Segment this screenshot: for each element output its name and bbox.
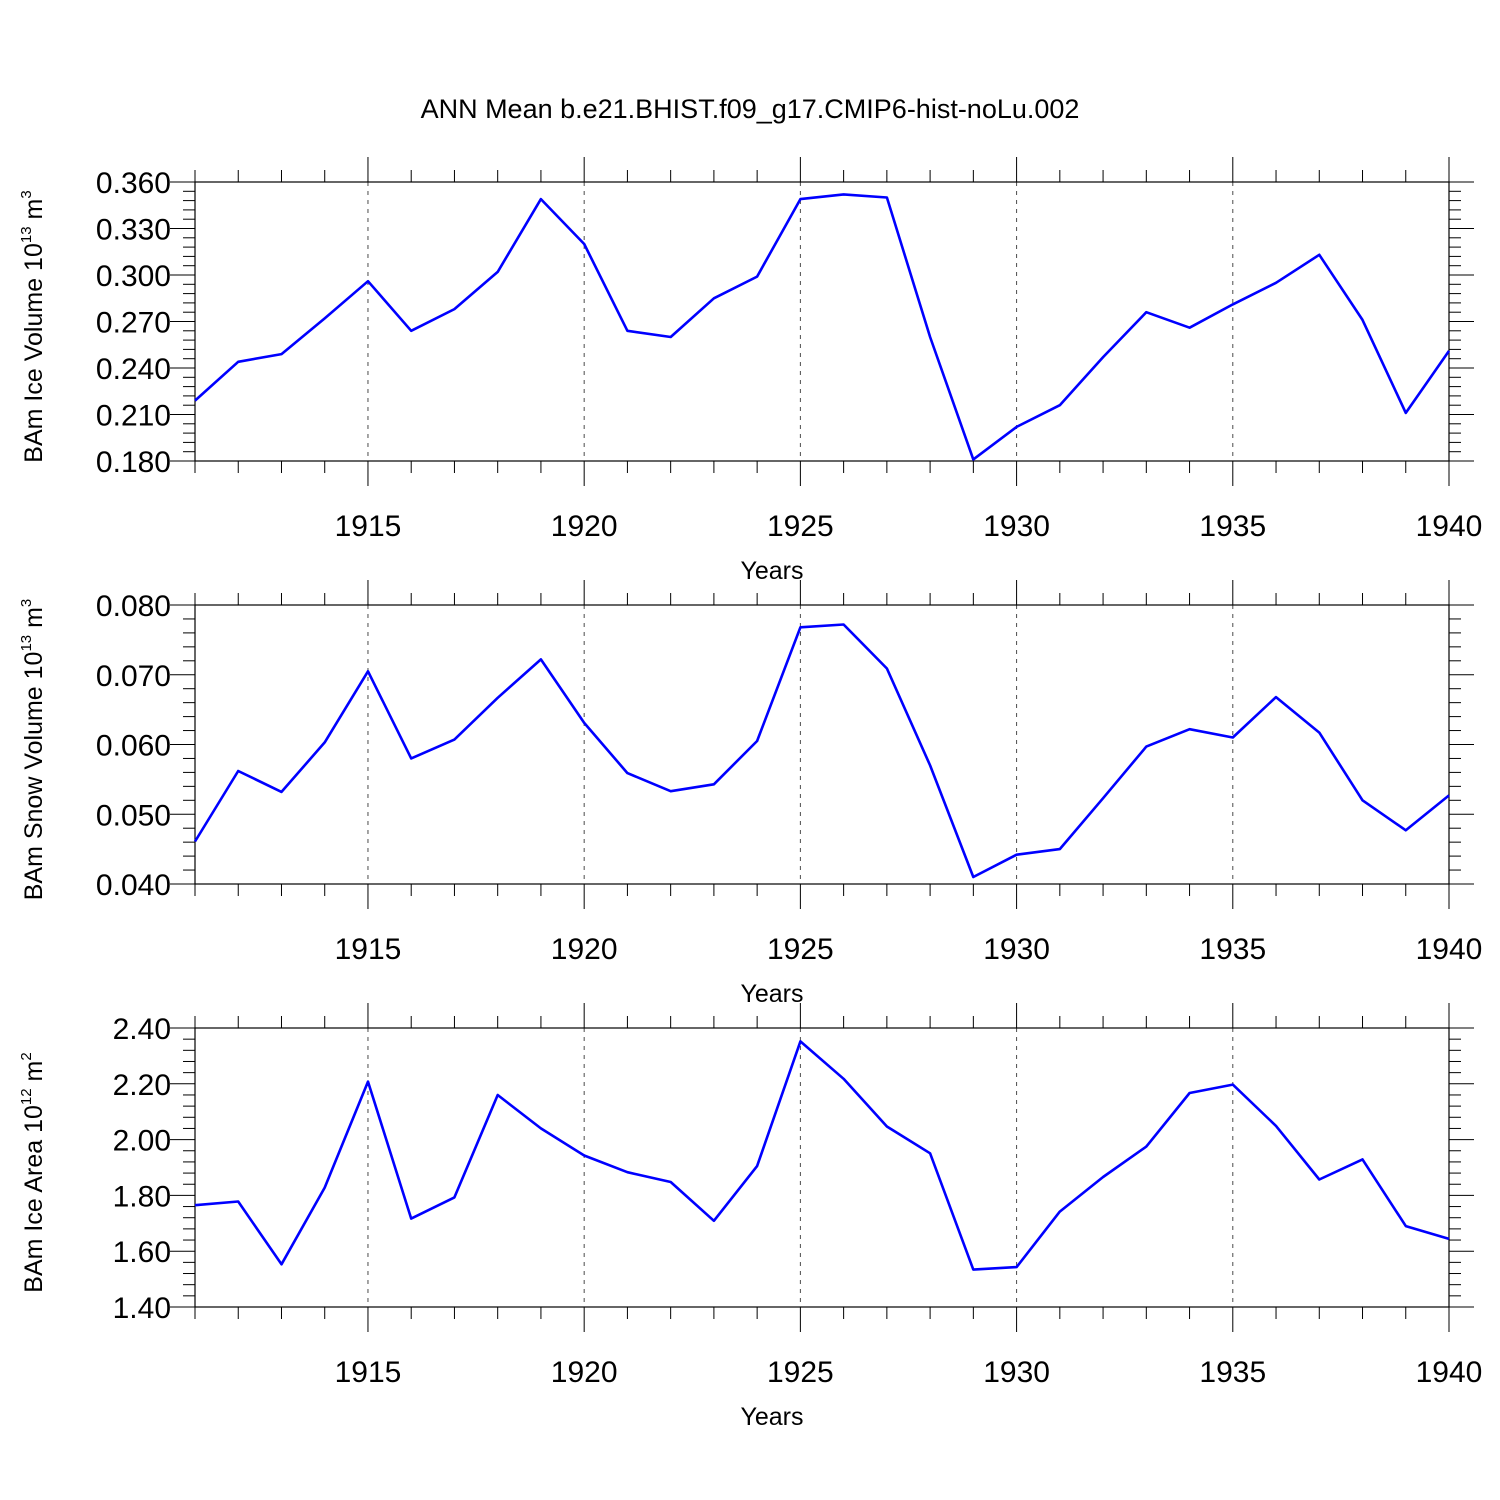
y-tick-label: 2.40	[113, 1013, 171, 1046]
y-axis-title-unit-exponent: 3	[18, 599, 35, 607]
y-axis-title-main: BAm Snow Volume 10	[20, 652, 48, 901]
y-axis-title-main: BAm Ice Area 10	[20, 1105, 48, 1293]
panels-group: 0.360 0.330 0.300 0.270 0.240 0.210 0.180 1915 1…	[18, 157, 1482, 1431]
x-axis-title: Years	[740, 1403, 803, 1431]
x-tick-label: 1930	[983, 510, 1050, 543]
y-tick-label: 2.20	[113, 1069, 171, 1102]
y-tick-label: 0.180	[96, 446, 171, 479]
x-tick-label: 1915	[335, 1356, 402, 1389]
chart-panel-1: 0.360 0.330 0.300 0.270 0.240 0.210 0.180 1915 1…	[18, 157, 1482, 585]
y-tick-label: 0.360	[96, 167, 171, 200]
x-tick-label: 1925	[767, 1356, 834, 1389]
x-axis-title: Years	[740, 557, 803, 585]
y-axis-title-exponent: 12	[18, 1088, 35, 1105]
y-tick-label: 0.080	[96, 590, 171, 623]
x-tick-label: 1930	[983, 1356, 1050, 1389]
y-tick-label: 0.240	[96, 353, 171, 386]
plot-frame	[194, 181, 1450, 462]
figure-title: ANN Mean b.e21.BHIST.f09_g17.CMIP6-hist-…	[421, 94, 1080, 124]
y-axis-title-unit: m	[20, 1061, 48, 1089]
x-tick-label: 1925	[767, 510, 834, 543]
x-tick-label: 1930	[983, 933, 1050, 966]
y-tick-label: 2.00	[113, 1125, 171, 1158]
x-tick-label: 1940	[1416, 933, 1483, 966]
x-tick-label: 1935	[1199, 510, 1266, 543]
y-tick-label: 0.300	[96, 260, 171, 293]
series-line	[194, 193, 1451, 461]
y-axis-title: BAm Ice Volume 1013 m3	[18, 190, 48, 462]
chart-panel-2: 0.080 0.070 0.060 0.050 0.040 1915 1920 1925 193…	[18, 580, 1482, 1008]
y-tick-label: 0.060	[96, 730, 171, 763]
y-tick-label: 0.040	[96, 869, 171, 902]
x-tick-label: 1935	[1199, 933, 1266, 966]
y-axis-title-exponent: 13	[18, 635, 35, 652]
y-tick-label: 0.330	[96, 214, 171, 247]
series-line	[193, 623, 1450, 879]
x-tick-label: 1925	[767, 933, 834, 966]
plot-frame	[194, 1027, 1450, 1308]
y-tick-label: 0.210	[96, 400, 171, 433]
x-tick-label: 1915	[335, 933, 402, 966]
y-axis-title-exponent: 13	[18, 226, 35, 243]
y-tick-label: 1.80	[113, 1180, 171, 1213]
chart-panel-3: 2.40 2.20 2.00 1.80 1.60 1.40 1915 1920 1925 1930…	[18, 1003, 1482, 1431]
series-line	[194, 1040, 1450, 1271]
y-tick-label: 0.070	[96, 660, 171, 693]
y-axis-title-unit-exponent: 2	[18, 1052, 35, 1060]
y-axis-title: BAm Snow Volume 1013 m3	[18, 599, 48, 901]
x-tick-label: 1915	[335, 510, 402, 543]
y-axis-title-unit: m	[20, 199, 48, 227]
y-tick-label: 0.270	[96, 307, 171, 340]
x-tick-label: 1920	[551, 510, 618, 543]
x-tick-label: 1935	[1199, 1356, 1266, 1389]
y-tick-label: 1.40	[113, 1292, 171, 1325]
x-tick-label: 1920	[551, 1356, 618, 1389]
x-axis-title: Years	[740, 980, 803, 1008]
y-axis-title: BAm Ice Area 1012 m2	[18, 1052, 48, 1292]
plot-frame	[194, 604, 1450, 885]
y-axis-title-unit-exponent: 3	[18, 190, 35, 198]
x-tick-label: 1940	[1416, 1356, 1483, 1389]
y-tick-label: 1.60	[113, 1236, 171, 1269]
x-tick-label: 1920	[551, 933, 618, 966]
x-tick-label: 1940	[1416, 510, 1483, 543]
y-axis-title-unit: m	[20, 607, 48, 635]
y-axis-title-main: BAm Ice Volume 10	[20, 243, 48, 463]
y-tick-label: 0.050	[96, 799, 171, 832]
